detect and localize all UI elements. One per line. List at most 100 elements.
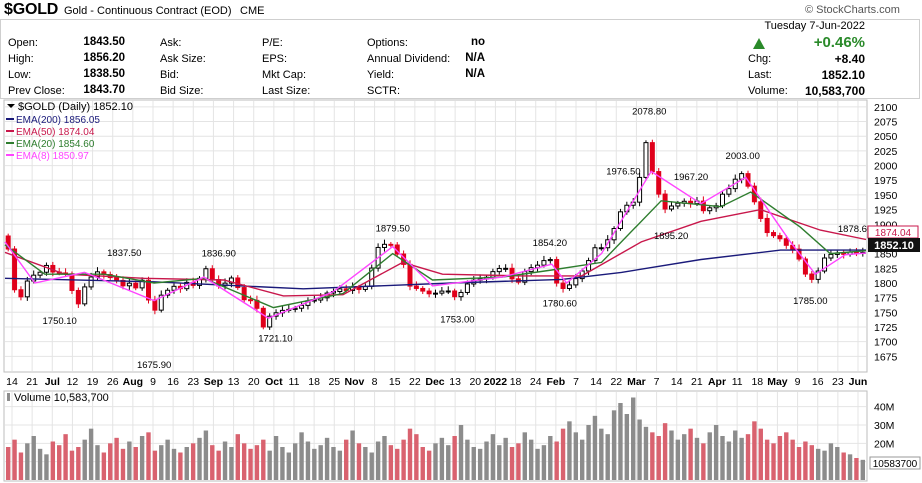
price-tick-label: 1775: [874, 293, 898, 305]
price-tick-label: 1950: [874, 190, 898, 202]
candle-body: [82, 286, 88, 305]
volume-bar: [184, 447, 189, 480]
price-annotation: 1976.50: [606, 166, 640, 177]
x-tick-label: 22: [409, 376, 421, 388]
candle-body: [828, 253, 834, 259]
candle-body: [764, 217, 770, 234]
last-value: 1852.10: [821, 68, 865, 82]
x-tick-label: Jun: [849, 376, 868, 388]
volume-bar: [854, 458, 859, 480]
candle-body: [445, 290, 451, 293]
high-value: 1856.20: [83, 52, 125, 64]
volume-label: Volume:: [748, 85, 788, 97]
volume-bar: [235, 434, 240, 480]
x-tick-label: 23: [187, 376, 199, 388]
up-arrow-icon: [753, 38, 765, 49]
volume-last-badge: 10583700: [869, 456, 921, 470]
x-tick-label: 16: [812, 376, 824, 388]
volume-bar: [241, 443, 247, 480]
ema8-line: [4, 170, 867, 319]
candle-body: [171, 285, 177, 291]
volume-bar: [439, 437, 445, 480]
candle-body: [720, 193, 725, 207]
ema50-badge-value: 1874.04: [875, 228, 912, 239]
x-tick-label: 15: [389, 376, 401, 388]
chart-menu-icon[interactable]: [7, 104, 15, 108]
ask-size-label: Ask Size:: [160, 53, 206, 65]
volume-bar: [828, 443, 834, 480]
price-tick-label: 2050: [874, 131, 898, 143]
candle-body: [452, 290, 458, 298]
volume-bar: [452, 436, 457, 480]
mkt-cap-label: Mkt Cap:: [262, 69, 307, 81]
x-tick-label: 9: [795, 376, 801, 388]
candle-body: [656, 171, 662, 195]
candle-body: [802, 258, 808, 275]
price-tick-label: 2000: [874, 161, 898, 173]
volume-bar: [541, 445, 547, 480]
candle-body: [611, 228, 617, 241]
volume-bar: [509, 447, 515, 480]
price-tick-label: 2075: [874, 117, 898, 129]
x-tick-label: 9: [150, 376, 156, 388]
price-annotation: 1780.60: [543, 298, 577, 309]
candle-body: [822, 257, 828, 272]
x-tick-label: 2022: [484, 376, 508, 388]
candle-body: [388, 243, 394, 246]
volume-bar: [688, 428, 693, 480]
volume-bar: [669, 430, 674, 480]
volume-bar: [643, 426, 649, 480]
volume-bar: [841, 452, 846, 480]
candle-body: [18, 289, 24, 298]
x-tick-label: 11: [732, 376, 743, 388]
volume-bar: [203, 430, 209, 480]
volume-bar: [12, 439, 17, 480]
candle-body: [146, 279, 151, 301]
candle-body: [726, 188, 732, 195]
volume-bar: [76, 447, 81, 480]
x-tick-label: 12: [67, 376, 79, 388]
candle-body: [260, 307, 266, 328]
volume-bar: [815, 448, 821, 480]
volume-bar: [707, 432, 712, 480]
volume-bar: [579, 439, 585, 480]
volume-bar: [701, 443, 706, 480]
ema20-legend: EMA(20) 1854.60: [16, 139, 95, 150]
ask-label: Ask:: [160, 37, 182, 49]
volume-bar: [108, 443, 113, 480]
volume-bar: [490, 434, 496, 480]
volume-bar: [822, 450, 827, 480]
volume-bar: [535, 448, 540, 480]
volume-bar: [63, 434, 68, 480]
ema50-line: [4, 208, 867, 297]
volume-bar: [248, 448, 253, 480]
volume-bar: [771, 443, 776, 480]
price-annotation: 1753.00: [440, 315, 474, 326]
candle-body: [503, 267, 509, 270]
volume-bar: [407, 428, 413, 480]
volume-bar: [261, 439, 266, 480]
price-tick-label: 1825: [874, 263, 898, 275]
prev-close-label: Prev Close:: [8, 85, 65, 97]
volume-bar: [171, 448, 177, 480]
candle-body: [209, 268, 215, 281]
volume-bar: [637, 419, 642, 480]
volume-bar: [631, 397, 636, 480]
volume-bar: [516, 443, 521, 480]
volume-bar: [745, 434, 751, 480]
volume-bar: [803, 441, 808, 480]
volume-bar: [318, 445, 323, 480]
volume-bar: [114, 437, 119, 480]
volume-bar: [363, 447, 368, 480]
candle-body: [114, 277, 120, 281]
volume-bar: [860, 459, 866, 480]
candle-body: [598, 247, 604, 250]
volume-tick-label: 30M: [874, 420, 894, 432]
volume-bar: [25, 443, 30, 480]
candle-body: [547, 259, 553, 262]
volume-bar: [796, 447, 802, 480]
volume-bar: [650, 432, 655, 480]
chg-label: Chg:: [748, 53, 772, 65]
volume-bar: [101, 452, 107, 480]
